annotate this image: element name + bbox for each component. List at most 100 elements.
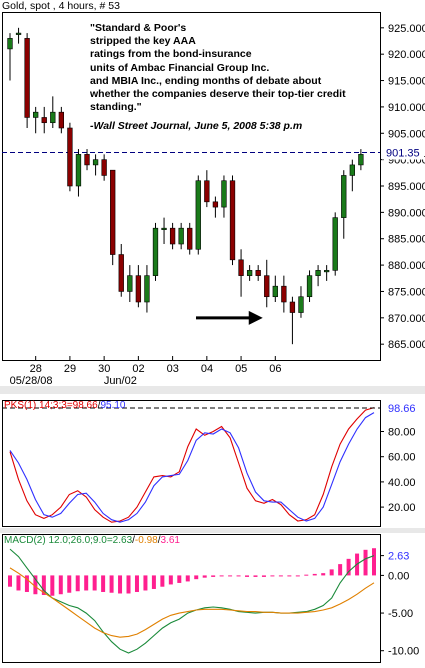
macd-legend-part: -0.98 bbox=[135, 535, 158, 546]
candle-body bbox=[264, 275, 270, 298]
candle-body bbox=[204, 180, 210, 203]
macd-legend-part: 3.61 bbox=[161, 535, 181, 546]
candle-body bbox=[255, 270, 261, 276]
macd-hist-bar bbox=[126, 575, 131, 594]
macd-line-signal bbox=[9, 567, 375, 638]
macd-hist-bar bbox=[329, 569, 334, 576]
candle-body bbox=[246, 270, 253, 276]
stoch-legend-part: 95.10 bbox=[100, 400, 125, 411]
candle-body bbox=[169, 227, 176, 245]
macd-legend-part: MACD(2) 12.0;26.0;9.0= bbox=[4, 535, 113, 546]
macd-hist-bar bbox=[58, 575, 63, 595]
stoch-tick-label: 40.00 bbox=[388, 477, 416, 489]
price-tick-label: 890.000 bbox=[388, 207, 425, 219]
macd-hist-bar bbox=[109, 575, 114, 593]
stoch-tick-label: 60.00 bbox=[388, 452, 416, 464]
macd-hist-bar bbox=[24, 575, 29, 592]
quote-line: and MBIA Inc., ending months of debate a… bbox=[90, 74, 322, 87]
stoch-tick-label: 20.00 bbox=[388, 502, 416, 514]
candle-body bbox=[315, 270, 321, 276]
macd-hist-bar bbox=[168, 575, 173, 585]
macd-hist-bar bbox=[177, 575, 182, 583]
current-price-box bbox=[382, 145, 424, 160]
macd-hist-bar bbox=[67, 575, 72, 593]
candle-body bbox=[84, 154, 90, 166]
macd-legend: MACD(2) 12.0;26.0;9.0=2.63/-0.98/3.61 bbox=[4, 535, 180, 546]
candle-body bbox=[92, 159, 99, 166]
candle-body bbox=[298, 296, 304, 313]
macd-legend-part: 2.63 bbox=[113, 535, 133, 546]
date-label: 05/28/08 bbox=[10, 375, 53, 387]
macd-hist-bar bbox=[84, 575, 89, 591]
stoch-current-label: 98.66 bbox=[388, 403, 416, 415]
candle-body bbox=[229, 180, 236, 261]
macd-hist-bar bbox=[160, 575, 165, 587]
candle-body bbox=[50, 111, 56, 124]
macd-hist-bar bbox=[211, 575, 216, 577]
candle-body bbox=[332, 217, 338, 271]
macd-hist-bar bbox=[270, 575, 275, 577]
candle-body bbox=[281, 285, 287, 303]
panel-frames bbox=[0, 12, 425, 663]
date-label: Jun/02 bbox=[104, 375, 137, 387]
candle-body bbox=[58, 111, 65, 129]
price-tick-label: 870.000 bbox=[388, 313, 425, 325]
time-tick-label: 06 bbox=[269, 363, 281, 375]
macd-hist-bar bbox=[151, 575, 156, 589]
macd-tick-label: -10.00 bbox=[388, 646, 419, 658]
macd-hist-bar bbox=[185, 575, 190, 582]
candle-body bbox=[24, 38, 30, 118]
candle-body bbox=[144, 275, 150, 303]
chart-title: Gold, spot , 4 hours, # 53 bbox=[2, 0, 120, 12]
price-tick-label: 875.000 bbox=[388, 286, 425, 298]
price-tick-label: 885.000 bbox=[388, 234, 425, 246]
time-tick-label: 28 bbox=[30, 363, 42, 375]
price-tick-label: 895.000 bbox=[388, 181, 425, 193]
macd-panel: 2.63 0.00 -5.00 -10.00 MACD(2) 12.0;26.0;9.0… bbox=[4, 535, 419, 658]
separator-strip bbox=[0, 386, 425, 394]
macd-hist-bar bbox=[118, 575, 123, 594]
macd-hist-bar bbox=[338, 564, 343, 576]
stoch-line-blue bbox=[9, 412, 375, 523]
stoch-tick-label: 80.00 bbox=[388, 427, 416, 439]
macd-hist-bar bbox=[219, 575, 224, 577]
price-tick-label: 910.000 bbox=[388, 102, 425, 114]
candle-body bbox=[323, 270, 330, 273]
candle-body bbox=[110, 169, 116, 255]
quote-line: "Standard & Poor's bbox=[90, 22, 187, 34]
candle-body bbox=[33, 111, 39, 118]
separator-strip bbox=[0, 528, 425, 533]
candle-body bbox=[178, 227, 184, 245]
candle-body bbox=[161, 227, 167, 230]
candle-body bbox=[195, 180, 201, 250]
macd-tick-label: 2.63 bbox=[388, 551, 409, 563]
macd-hist-bar bbox=[194, 575, 199, 580]
macd-hist-bar bbox=[143, 575, 148, 591]
candle-body bbox=[306, 275, 313, 298]
quote-text: "Standard & Poor's stripped the key AAA ra… bbox=[90, 22, 390, 114]
candle-body bbox=[221, 180, 227, 208]
candle-body bbox=[152, 227, 159, 276]
price-frame bbox=[2, 12, 381, 361]
price-tick-label: 865.000 bbox=[388, 339, 425, 351]
candle-body bbox=[15, 32, 22, 35]
quote-line: ratings from the bond-insurance bbox=[90, 48, 252, 61]
macd-hist-bar bbox=[278, 575, 283, 577]
candle-body bbox=[101, 159, 107, 176]
current-price-label: 901.35 bbox=[386, 148, 420, 160]
arrow-head bbox=[248, 310, 263, 325]
macd-hist-bar bbox=[92, 575, 97, 591]
macd-hist-bar bbox=[295, 575, 300, 577]
candle-body bbox=[67, 127, 73, 187]
macd-hist-bar bbox=[134, 575, 139, 592]
time-tick-label: 30 bbox=[98, 363, 110, 375]
macd-tick-label: -5.00 bbox=[388, 608, 413, 620]
time-tick-label: 02 bbox=[132, 363, 144, 375]
macd-frame bbox=[2, 534, 381, 663]
price-tick-label: 915.000 bbox=[388, 76, 425, 88]
price-panel: 925.000920.000915.000910.000905.000900.0… bbox=[2, 23, 425, 387]
macd-hist-bar bbox=[372, 548, 376, 576]
macd-hist-bar bbox=[228, 575, 233, 577]
quote-line: whether the companies deserve their top-… bbox=[90, 88, 346, 101]
